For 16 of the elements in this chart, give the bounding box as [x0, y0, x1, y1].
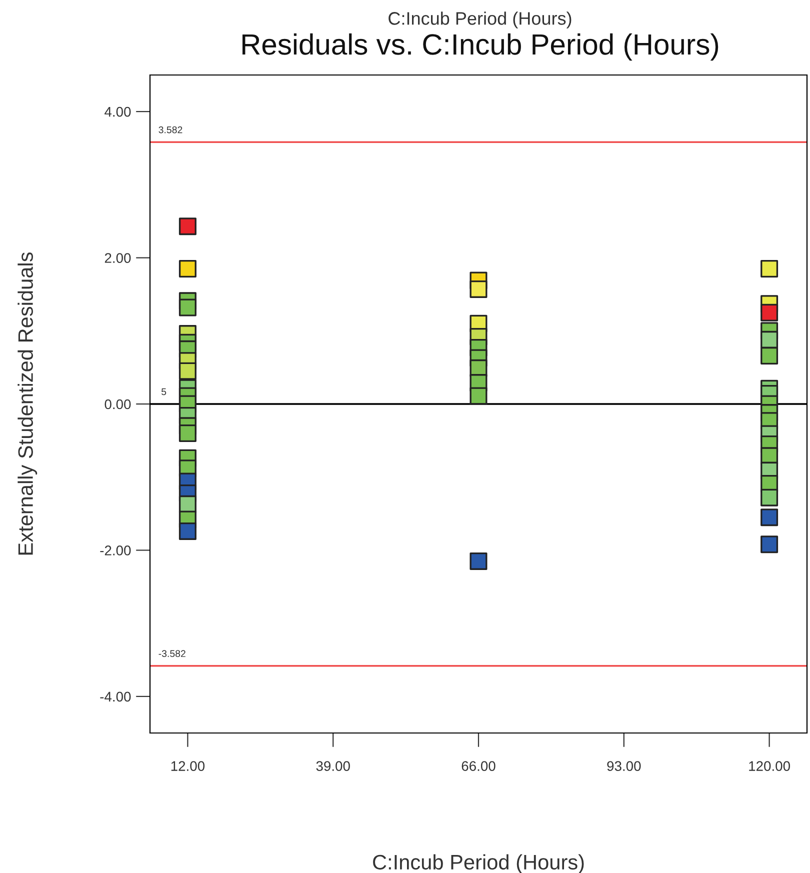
y-tick-label: -4.00	[100, 692, 131, 702]
chart-title: Residuals vs. C:Incub Period (Hours)	[242, 33, 718, 61]
x-tick-label: 66.00	[462, 761, 496, 771]
chart-subtitle: C:Incub Period (Hours)	[388, 12, 572, 28]
ref-line-label: 3.582	[158, 126, 182, 134]
y-tick-label: 4.00	[104, 106, 131, 117]
y-tick-label: -2.00	[100, 546, 131, 556]
x-tick-label: 120.00	[749, 761, 790, 771]
x-tick-label: 39.00	[316, 761, 350, 771]
x-tick-label: 93.00	[607, 761, 641, 771]
y-axis-title: Externally Studentized Residuals	[18, 252, 38, 555]
ref-line-label: -3.582	[158, 650, 186, 658]
y-tick-label: 2.00	[104, 253, 131, 263]
y-tick-label: 0.00	[104, 399, 131, 410]
annotation: 5	[162, 388, 166, 396]
x-tick-label: 12.00	[171, 761, 205, 771]
